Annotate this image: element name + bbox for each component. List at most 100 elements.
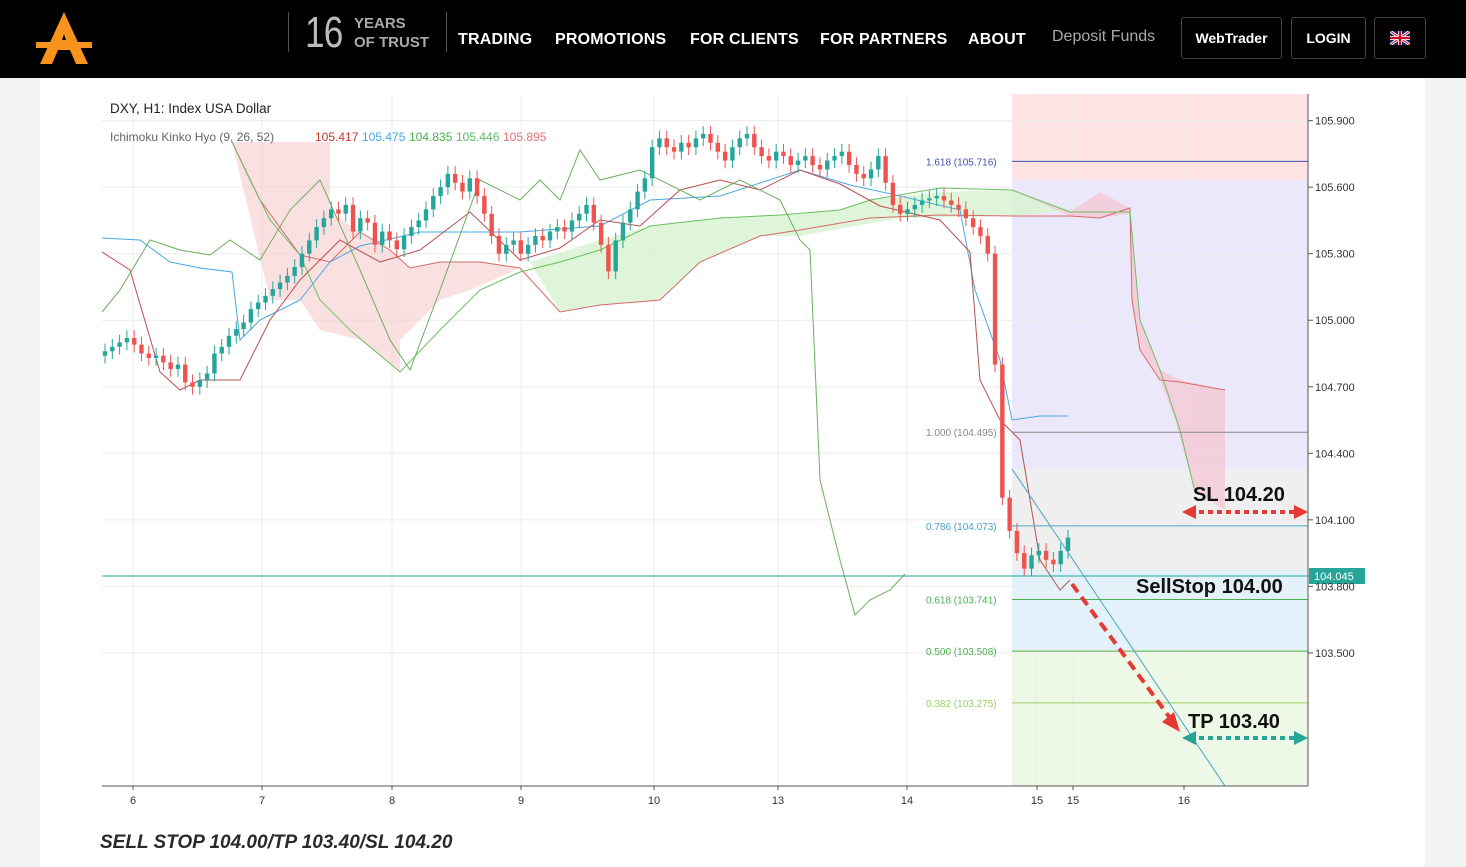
candle-body — [985, 235, 990, 254]
y-tick-label: 104.700 — [1315, 382, 1355, 394]
tp-arrow-left-icon — [1182, 731, 1196, 745]
candle-body — [737, 138, 742, 148]
candle-body — [1043, 550, 1049, 560]
candle-body — [934, 196, 939, 199]
candle-body — [722, 151, 728, 161]
candle-body — [905, 209, 910, 214]
chart-grid — [102, 94, 1308, 786]
candle-body — [299, 253, 305, 267]
candle-body — [569, 220, 575, 232]
candle-body — [183, 364, 188, 383]
candle-body — [854, 164, 859, 174]
candle-body — [343, 204, 348, 214]
fib-label: 1.618 (105.716) — [926, 157, 997, 168]
candle-body — [212, 353, 217, 374]
candle-body — [825, 160, 830, 170]
candle-body — [489, 213, 494, 236]
x-tick-label: 7 — [259, 795, 265, 807]
candle-body — [919, 200, 925, 205]
candle-body — [992, 253, 998, 365]
candle-body — [1022, 553, 1027, 569]
x-tick-label: 10 — [648, 795, 660, 807]
candle-body — [511, 240, 516, 245]
stop-zone — [1012, 94, 1308, 180]
candle-body — [1058, 550, 1063, 565]
candle-body — [978, 227, 983, 236]
candle-body — [518, 240, 524, 254]
chart-title: DXY, H1: Index USA Dollar — [110, 101, 272, 116]
y-tick-labels: 105.900 105.600 105.300 105.000 104.700 104.4… — [1308, 116, 1355, 660]
candle-body — [401, 235, 407, 250]
candle-body — [839, 151, 845, 157]
candle-body — [124, 337, 130, 343]
candle-body — [679, 142, 684, 152]
candle-body — [372, 222, 378, 245]
fib-label: 0.382 (103.275) — [926, 699, 997, 710]
candle-body — [197, 380, 203, 387]
candle-body — [248, 309, 254, 323]
y-tick-label: 103.800 — [1315, 581, 1355, 593]
candle-body — [467, 178, 472, 192]
senkou-span-a — [231, 141, 1196, 493]
candle-body — [598, 222, 604, 245]
candle-body — [686, 142, 691, 148]
candle-body — [1014, 530, 1020, 554]
candle-body — [1000, 364, 1005, 498]
candle-body — [1029, 555, 1034, 569]
nav-about[interactable]: ABOUT — [968, 31, 1026, 48]
deposit-funds-link[interactable]: Deposit Funds — [1052, 28, 1156, 45]
candle-body — [460, 182, 465, 192]
candle-body — [102, 351, 108, 356]
nav-promotions[interactable]: PROMOTIONS — [555, 31, 667, 48]
tp-arrow-right-icon — [1294, 731, 1308, 745]
candle-body — [161, 355, 166, 363]
fib-label: 0.500 (103.508) — [926, 647, 997, 658]
candle-body — [204, 373, 210, 381]
candle-body — [817, 164, 823, 170]
candle-body — [540, 235, 545, 241]
candle-body — [642, 178, 648, 192]
candle-body — [693, 138, 699, 148]
candle-body — [956, 204, 961, 210]
fib-lower-zone — [1012, 650, 1308, 786]
candle-body — [474, 178, 480, 197]
current-price-badge — [1309, 568, 1365, 584]
price-chart[interactable]: 1.618 (105.716) 1.000 (104.495) 0.786 (104… — [0, 78, 1466, 818]
candle-body — [139, 344, 144, 354]
candle-body — [409, 227, 414, 236]
x-tick-label: 15 — [1067, 795, 1079, 807]
y-tick-label: 104.100 — [1315, 515, 1355, 527]
candle-body — [876, 156, 881, 170]
candle-body — [146, 353, 151, 358]
candle-body — [358, 218, 363, 232]
x-tick-label: 8 — [389, 795, 395, 807]
y-tick-label: 104.400 — [1315, 448, 1355, 460]
candle-body — [525, 244, 531, 254]
kumo-bull-cloud — [530, 190, 1070, 312]
years-label: YEARS OF TRUST — [354, 14, 429, 52]
candle-body — [1036, 550, 1042, 556]
sl-arrow-left-icon — [1182, 505, 1196, 519]
candle-body — [657, 138, 662, 148]
language-selector[interactable] — [1374, 17, 1426, 59]
candle-body — [270, 289, 275, 296]
y-tick-label: 105.300 — [1315, 249, 1355, 261]
nav-trading[interactable]: TRADING — [458, 31, 533, 48]
fib-label: 0.618 (103.741) — [926, 595, 997, 606]
webtrader-button[interactable]: WebTrader — [1181, 17, 1282, 59]
logo-icon[interactable] — [34, 10, 94, 66]
candle-body — [963, 209, 969, 219]
candle-body — [117, 342, 122, 347]
candle-body — [110, 346, 115, 352]
nav-for-clients[interactable]: FOR CLIENTS — [690, 31, 799, 48]
candle-body — [190, 382, 195, 387]
y-tick-label: 105.000 — [1315, 315, 1355, 327]
current-price-label: 104.045 — [1314, 571, 1354, 583]
candle-body — [620, 222, 626, 241]
candle-body — [504, 244, 509, 254]
indicator-values: 105.417 105.475 104.835 105.446 105.895 — [315, 130, 547, 144]
nav-for-partners[interactable]: FOR PARTNERS — [820, 31, 948, 48]
login-button[interactable]: LOGIN — [1291, 17, 1366, 59]
top-navbar: 16 YEARS OF TRUST TRADING PROMOTIONS FOR… — [0, 0, 1466, 78]
candle-body — [766, 156, 772, 161]
